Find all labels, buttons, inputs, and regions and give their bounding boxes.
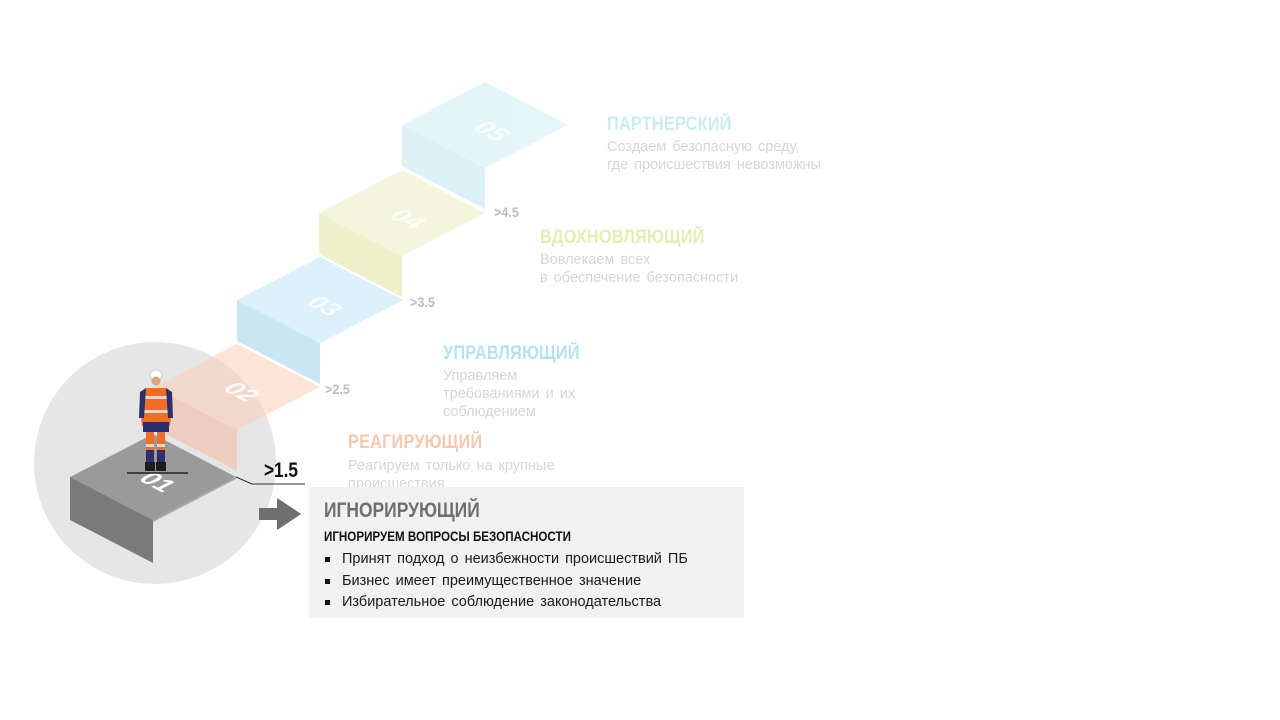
level-04-description: Вовлекаем всех в обеспечение безопасност… bbox=[540, 251, 738, 287]
arrow-right-icon bbox=[259, 498, 301, 530]
step-05 bbox=[402, 82, 568, 209]
level-02-description: Реагируем только на крупные происшествия bbox=[348, 457, 554, 487]
step-03 bbox=[237, 257, 403, 384]
threshold-04: >3.5 bbox=[410, 294, 435, 310]
bullet-item: Бизнес имеет преимущественное значение bbox=[324, 571, 688, 593]
level-03-line-2: требованиями и их bbox=[443, 386, 576, 402]
threshold-05: >4.5 bbox=[494, 204, 519, 220]
threshold-03: >2.5 bbox=[325, 381, 350, 397]
level-02-line-1: Реагируем только на крупные bbox=[348, 458, 555, 474]
bullet-item: Принят подход о неизбежности происшестви… bbox=[324, 549, 688, 571]
step-01 bbox=[70, 434, 236, 563]
level-02-line-2: происшествия bbox=[348, 476, 445, 487]
panel-subtitle: ИГНОРИРУЕМ ВОПРОСЫ БЕЗОПАСНОСТИ bbox=[324, 529, 571, 544]
step-04 bbox=[319, 170, 485, 297]
level-05-description: Создаем безопасную среду, где происшеств… bbox=[607, 138, 821, 174]
threshold-leader-line bbox=[235, 476, 253, 485]
threshold-02-current: >1.5 bbox=[264, 459, 299, 482]
level-05-line-2: где происшествия невозможны bbox=[607, 157, 821, 173]
panel-bullet-list: Принят подход о неизбежности происшестви… bbox=[324, 549, 688, 614]
level-04-line-1: Вовлекаем всех bbox=[540, 252, 651, 268]
level-03-description: Управляем требованиями и их соблюдением bbox=[443, 367, 575, 421]
level-05-line-1: Создаем безопасную среду, bbox=[607, 139, 800, 155]
level-03-title: УПРАВЛЯЮЩИЙ bbox=[443, 343, 580, 364]
level-05-title: ПАРТНЕРСКИЙ bbox=[607, 114, 732, 135]
worker-figure bbox=[139, 369, 173, 471]
level-04-title: ВДОХНОВЛЯЮЩИЙ bbox=[540, 227, 705, 248]
step-02 bbox=[154, 344, 320, 471]
level-04-line-2: в обеспечение безопасности bbox=[540, 270, 739, 286]
bullet-item: Избирательное соблюдение законодательств… bbox=[324, 592, 688, 614]
level-03-line-3: соблюдением bbox=[443, 404, 536, 420]
level-02-title: РЕАГИРУЮЩИЙ bbox=[348, 432, 483, 453]
level-03-line-1: Управляем bbox=[443, 368, 518, 384]
panel-title: ИГНОРИРУЮЩИЙ bbox=[324, 499, 480, 522]
current-level-panel: ИГНОРИРУЮЩИЙ ИГНОРИРУЕМ ВОПРОСЫ БЕЗОПАСН… bbox=[309, 487, 744, 618]
